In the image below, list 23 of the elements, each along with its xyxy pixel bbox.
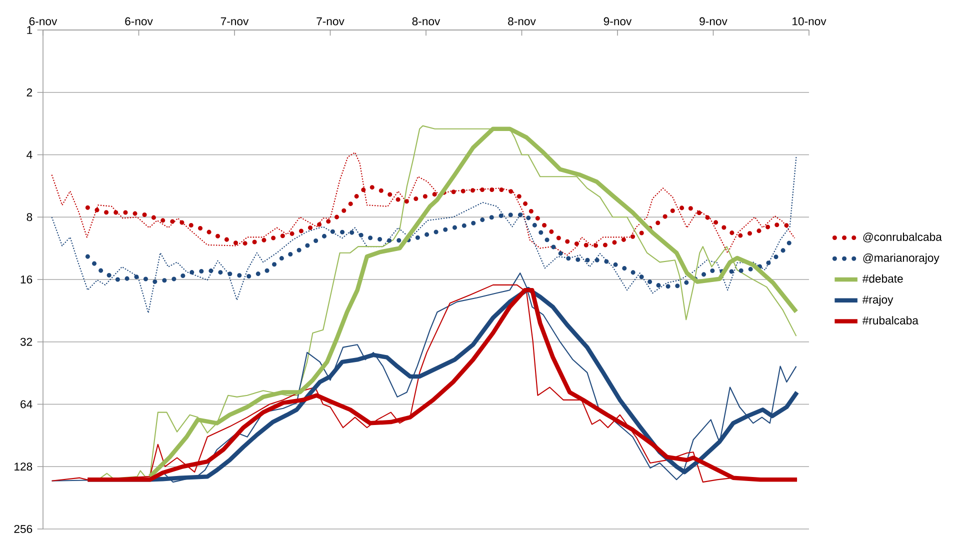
x-tick-label: 7-nov bbox=[316, 17, 344, 26]
x-tick-label: 8-nov bbox=[412, 17, 440, 26]
y-tick-label: 64 bbox=[20, 400, 32, 408]
y-tick-label: 2 bbox=[26, 88, 32, 96]
legend-label: #debate bbox=[862, 274, 903, 283]
x-tick-label: 8-nov bbox=[508, 17, 536, 26]
x-tick-label: 10-nov bbox=[792, 17, 826, 26]
x-tick-label: 6-nov bbox=[29, 17, 58, 26]
x-tick-label: 7-nov bbox=[220, 17, 249, 26]
x-tick-label: 6-nov bbox=[125, 17, 153, 26]
legend-label: #rubalcaba bbox=[862, 316, 918, 324]
y-tick-label: 256 bbox=[14, 524, 32, 533]
y-tick-label: 8 bbox=[26, 213, 32, 222]
x-tick-label: 9-nov bbox=[700, 17, 728, 26]
x-tick-label: 9-nov bbox=[604, 17, 632, 26]
y-tick-label: 1 bbox=[27, 26, 32, 34]
y-tick-label: 128 bbox=[14, 462, 32, 471]
y-tick-label: 4 bbox=[26, 150, 32, 159]
y-tick-label: 16 bbox=[20, 275, 32, 284]
y-tick-label: 32 bbox=[20, 338, 32, 346]
legend-label: @marianorajoy bbox=[863, 254, 940, 264]
legend-label: @conrubalcaba bbox=[863, 232, 942, 242]
legend-label: #rajoy bbox=[862, 295, 894, 306]
